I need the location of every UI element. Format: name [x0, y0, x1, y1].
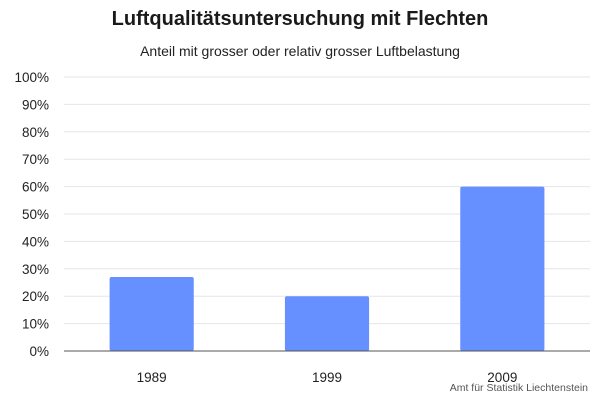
y-tick-label: 60%: [22, 180, 49, 195]
source-note: Amt für Statistik Liechtenstein: [449, 382, 588, 394]
y-tick-label: 90%: [22, 97, 49, 112]
bar-2009: [460, 186, 545, 351]
x-tick-label: 1989: [137, 370, 167, 385]
y-tick-label: 50%: [22, 207, 49, 222]
x-tick-label: 2009: [487, 370, 517, 385]
y-tick-label: 30%: [22, 262, 49, 277]
chart-title: Luftqualitätsuntersuchung mit Flechten: [111, 8, 489, 30]
y-tick-label: 0%: [29, 344, 49, 359]
bars: [109, 186, 545, 351]
y-tick-label: 40%: [22, 234, 49, 249]
y-tick-label: 80%: [22, 125, 49, 140]
y-tick-label: 70%: [22, 152, 49, 167]
bar-1989: [109, 277, 194, 351]
y-tick-label: 20%: [22, 289, 49, 304]
y-tick-label: 10%: [22, 317, 49, 332]
chart-subtitle: Anteil mit grosser oder relativ grosser …: [140, 43, 460, 59]
y-tick-label: 100%: [14, 70, 49, 85]
x-axis-ticks: 1989 1999 2009: [137, 370, 518, 385]
x-tick-label: 1999: [312, 370, 342, 385]
y-axis-ticks: 0% 10% 20% 30% 40% 50% 60% 70% 80% 90% 100%: [14, 70, 49, 359]
bar-1999: [284, 296, 370, 351]
